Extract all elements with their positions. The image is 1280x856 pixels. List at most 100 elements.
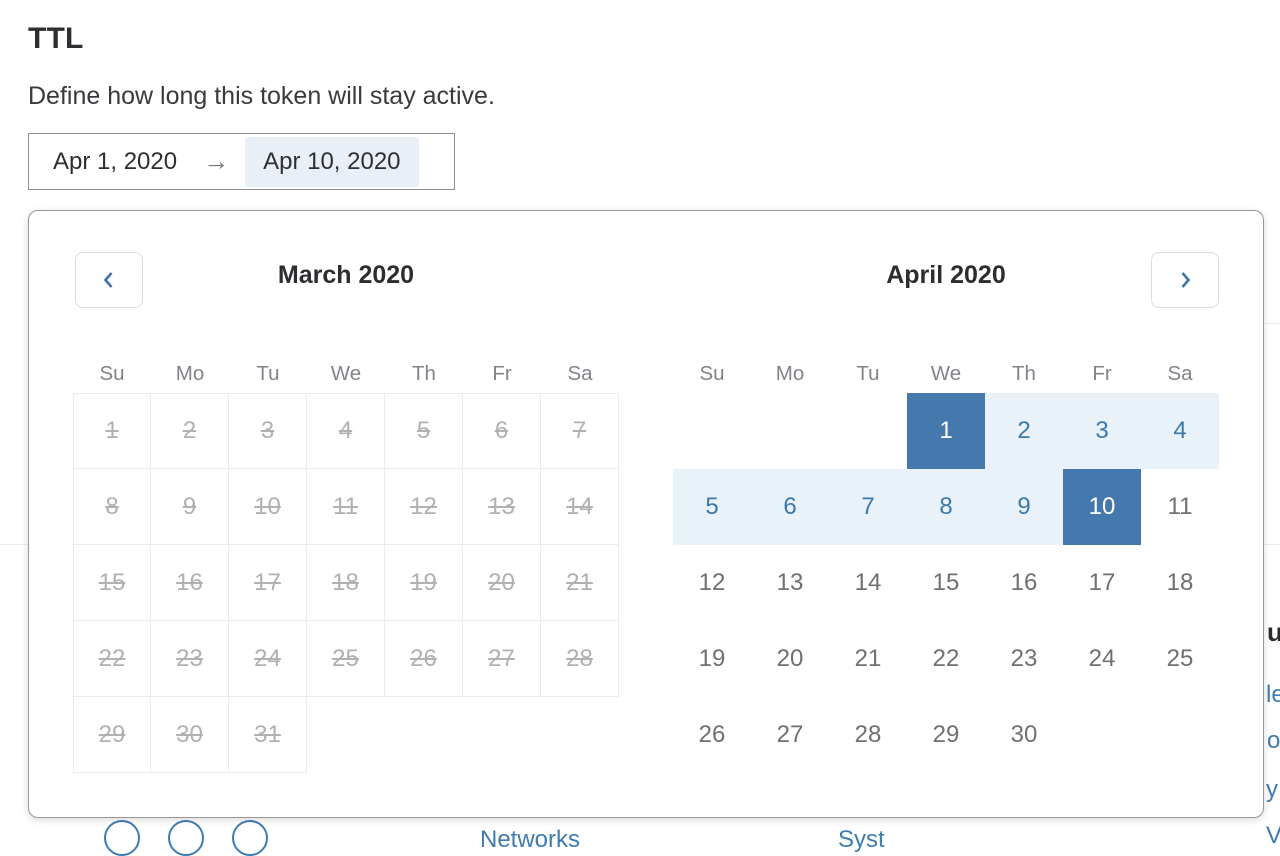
day-cell-mar-11: 11 (307, 469, 385, 545)
day-cell-mar-13: 13 (463, 469, 541, 545)
day-cell-apr-1[interactable]: 1 (907, 393, 985, 469)
weekday-label: Su (99, 362, 125, 385)
background-link-fragment[interactable]: Networks (480, 826, 581, 853)
day-cell-apr-2[interactable]: 2 (985, 393, 1063, 469)
day-cell-apr-12[interactable]: 12 (698, 569, 726, 596)
day-cell-mar-23: 23 (151, 621, 229, 697)
page-subtitle: Define how long this token will stay act… (28, 82, 495, 110)
day-cell-apr-7[interactable]: 7 (829, 469, 907, 545)
weekday-label: Mo (175, 362, 205, 385)
day-cell-mar-12: 12 (385, 469, 463, 545)
day-cell-mar-1: 1 (73, 393, 151, 469)
day-cell-mar-20: 20 (463, 545, 541, 621)
day-cell-apr-4[interactable]: 4 (1141, 393, 1219, 469)
weekday-label: Th (412, 362, 436, 385)
day-cell-mar-15: 15 (73, 545, 151, 621)
weekday-label: Tu (856, 362, 880, 385)
day-cell-mar-14: 14 (541, 469, 619, 545)
background-link-fragment[interactable]: y (1266, 776, 1278, 803)
day-cell-mar-4: 4 (307, 393, 385, 469)
day-cell-mar-8: 8 (73, 469, 151, 545)
day-cell-apr-29[interactable]: 29 (932, 721, 960, 748)
day-cell-apr-20[interactable]: 20 (776, 645, 804, 672)
end-date-value[interactable]: Apr 10, 2020 (245, 136, 419, 187)
day-cell-mar-27: 27 (463, 621, 541, 697)
weekday-label: We (930, 362, 962, 385)
day-cell-mar-5: 5 (385, 393, 463, 469)
chevron-left-icon (98, 269, 120, 291)
step-circle (104, 820, 140, 856)
weekday-label: Tu (256, 362, 280, 385)
weekday-label: Fr (1092, 362, 1112, 385)
day-cell-apr-26[interactable]: 26 (698, 721, 726, 748)
march-grid: 1 2 3 4 5 6 7 8 9 10 11 12 13 14 15 16 17 18 19 20 21 22 23 24 2… (73, 393, 619, 773)
day-cell-apr-19[interactable]: 19 (698, 645, 726, 672)
day-cell-mar-2: 2 (151, 393, 229, 469)
weekday-label: Sa (567, 362, 593, 385)
day-cell-mar-7: 7 (541, 393, 619, 469)
day-cell-apr-6[interactable]: 6 (751, 469, 829, 545)
step-circle (232, 820, 268, 856)
day-cell-apr-27[interactable]: 27 (776, 721, 804, 748)
day-cell-mar-21: 21 (541, 545, 619, 621)
date-range-input[interactable]: Apr 1, 2020 → Apr 10, 2020 (28, 133, 455, 190)
day-cell-mar-16: 16 (151, 545, 229, 621)
chevron-right-icon (1174, 269, 1196, 291)
weekday-label: We (330, 362, 362, 385)
day-cell-mar-31: 31 (229, 697, 307, 773)
day-cell-apr-25[interactable]: 25 (1166, 645, 1194, 672)
weekday-label: Su (699, 362, 725, 385)
weekday-label: Th (1012, 362, 1036, 385)
weekday-label: Fr (492, 362, 512, 385)
day-cell-mar-9: 9 (151, 469, 229, 545)
month-title-march: March 2020 (277, 261, 415, 289)
day-cell-mar-24: 24 (229, 621, 307, 697)
background-link-fragment[interactable]: le (1266, 681, 1280, 708)
day-cell-apr-14[interactable]: 14 (854, 569, 882, 596)
day-cell-apr-15[interactable]: 15 (932, 569, 960, 596)
background-link-fragment[interactable]: Vi (1266, 822, 1280, 849)
day-cell-apr-24[interactable]: 24 (1088, 645, 1116, 672)
day-cell-apr-13[interactable]: 13 (776, 569, 804, 596)
step-circle (168, 820, 204, 856)
day-cell-apr-18[interactable]: 18 (1166, 569, 1194, 596)
day-cell-apr-5[interactable]: 5 (673, 469, 751, 545)
day-cell-mar-28: 28 (541, 621, 619, 697)
day-cell-apr-10[interactable]: 10 (1063, 469, 1141, 545)
weekday-label: Sa (1167, 362, 1193, 385)
day-cell-apr-9[interactable]: 9 (985, 469, 1063, 545)
day-cell-apr-23[interactable]: 23 (1010, 645, 1038, 672)
page-title: TTL (28, 22, 84, 55)
april-grid: 1 2 3 4 5 6 7 8 9 10 11 12 13 14 15 16 17 18 19 20 21 22 23 24 2… (673, 393, 1219, 773)
weekday-label: Mo (775, 362, 805, 385)
day-cell-apr-8[interactable]: 8 (907, 469, 985, 545)
weekday-row: Su Mo Tu We Th Fr Sa (73, 356, 619, 392)
day-cell-mar-18: 18 (307, 545, 385, 621)
arrow-right-icon: → (203, 146, 230, 176)
background-link-fragment[interactable]: Syst (838, 826, 885, 853)
datepicker-popup: March 2020 April 2020 Su Mo Tu We Th Fr Sa Su M… (28, 210, 1264, 818)
day-cell-mar-26: 26 (385, 621, 463, 697)
day-cell-mar-22: 22 (73, 621, 151, 697)
day-cell-apr-16[interactable]: 16 (1010, 569, 1038, 596)
day-cell-mar-10: 10 (229, 469, 307, 545)
day-cell-apr-3[interactable]: 3 (1063, 393, 1141, 469)
day-cell-mar-17: 17 (229, 545, 307, 621)
day-cell-mar-3: 3 (229, 393, 307, 469)
start-date-value[interactable]: Apr 1, 2020 (53, 147, 178, 175)
day-cell-apr-21[interactable]: 21 (854, 645, 882, 672)
day-cell-mar-6: 6 (463, 393, 541, 469)
day-cell-mar-19: 19 (385, 545, 463, 621)
prev-month-button[interactable] (75, 252, 143, 308)
day-cell-apr-17[interactable]: 17 (1088, 569, 1116, 596)
day-cell-mar-29: 29 (73, 697, 151, 773)
day-cell-apr-28[interactable]: 28 (854, 721, 882, 748)
day-cell-apr-11[interactable]: 11 (1167, 493, 1193, 520)
month-title-april: April 2020 (886, 261, 1006, 289)
next-month-button[interactable] (1151, 252, 1219, 308)
background-link-fragment[interactable]: o (1267, 727, 1280, 754)
day-cell-apr-22[interactable]: 22 (932, 645, 960, 672)
background-heading-fragment: u (1267, 617, 1280, 647)
day-cell-apr-30[interactable]: 30 (1010, 721, 1038, 748)
weekday-row: Su Mo Tu We Th Fr Sa (673, 356, 1219, 392)
